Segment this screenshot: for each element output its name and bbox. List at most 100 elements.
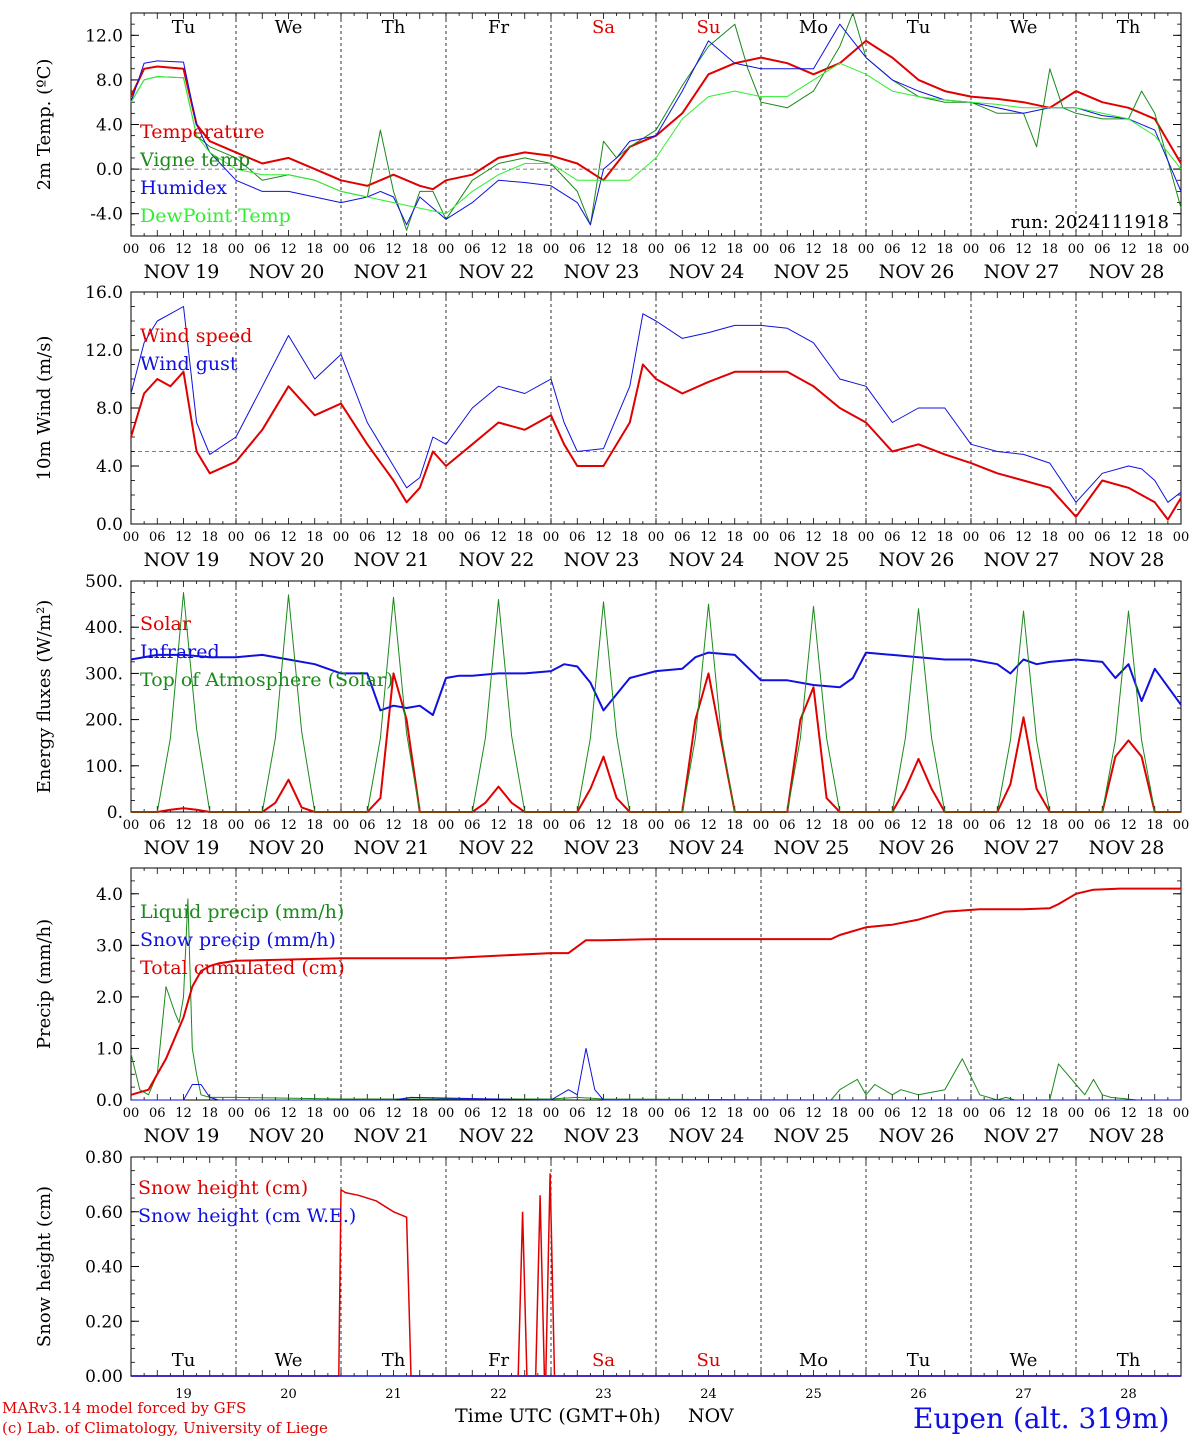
hour-tick-label: 06: [674, 1106, 691, 1121]
hour-tick-label: 00: [228, 818, 245, 833]
hour-tick-label: 12: [595, 530, 612, 545]
hour-tick-label: 12: [280, 530, 297, 545]
hour-tick-label: 00: [753, 242, 770, 257]
hour-tick-label: 00: [1068, 530, 1085, 545]
hour-tick-label: 06: [149, 530, 166, 545]
hour-tick-label: 18: [201, 530, 218, 545]
hour-tick-label: 00: [858, 530, 875, 545]
hour-tick-label: 18: [621, 242, 638, 257]
plot-frame: [130, 12, 1182, 237]
date-label: NOV 26: [879, 261, 955, 283]
hour-tick-label: 12: [1120, 818, 1137, 833]
date-label: NOV 22: [459, 549, 535, 571]
date-label: NOV 20: [249, 549, 325, 571]
date-label: NOV 25: [774, 1125, 850, 1147]
date-label: NOV 21: [354, 261, 430, 283]
hour-tick-label: 18: [516, 530, 533, 545]
hour-tick-label: 06: [569, 1106, 586, 1121]
day-label: Fr: [488, 1350, 509, 1371]
hour-tick-label: 00: [1173, 242, 1190, 257]
y-tick-label: 400.: [85, 618, 123, 638]
y-tick-label: 16.0: [85, 283, 123, 303]
date-label: NOV 24: [669, 261, 745, 283]
date-label: NOV 27: [984, 261, 1060, 283]
hour-tick-label: 00: [858, 1106, 875, 1121]
hour-tick-label: 12: [700, 1106, 717, 1121]
day-label: Tu: [172, 17, 196, 38]
day-label: Tu: [172, 1350, 196, 1371]
day-label: We: [275, 17, 303, 38]
hour-tick-label: 06: [569, 818, 586, 833]
hour-tick-label: 06: [674, 530, 691, 545]
legend-entry: Snow height (cm W.E.): [138, 1205, 356, 1227]
hour-tick-label: 18: [306, 530, 323, 545]
y-tick-label: 12.0: [85, 341, 123, 361]
snow-spike: [545, 1173, 556, 1377]
date-label: NOV 20: [249, 837, 325, 859]
y-tick-label: 300.: [85, 664, 123, 684]
hour-tick-label: 18: [1041, 818, 1058, 833]
day-number-label: 23: [595, 1387, 612, 1402]
day-number-label: 25: [805, 1387, 822, 1402]
hour-tick-label: 00: [543, 242, 560, 257]
date-label: NOV 20: [249, 261, 325, 283]
y-axis-label: Energy fluxes (W/m²): [34, 600, 55, 794]
hour-tick-label: 06: [779, 818, 796, 833]
snow-spike: [534, 1195, 546, 1377]
day-label: We: [1010, 1350, 1038, 1371]
hour-tick-label: 06: [779, 1106, 796, 1121]
hour-tick-label: 18: [1041, 530, 1058, 545]
series-line: [131, 592, 1181, 813]
y-tick-label: 4.0: [96, 116, 123, 136]
y-tick-label: 0.60: [85, 1203, 123, 1223]
hour-tick-label: 18: [411, 1106, 428, 1121]
date-label: NOV 27: [984, 1125, 1060, 1147]
hour-tick-label: 18: [516, 818, 533, 833]
hour-tick-label: 12: [1120, 530, 1137, 545]
date-label: NOV 28: [1089, 261, 1165, 283]
date-label: NOV 19: [144, 1125, 220, 1147]
date-label: NOV 22: [459, 261, 535, 283]
hour-tick-label: 06: [989, 818, 1006, 833]
hour-tick-label: 12: [385, 530, 402, 545]
y-tick-label: 3.0: [96, 936, 123, 956]
day-number-label: 28: [1120, 1387, 1137, 1402]
month-label: NOV: [688, 1405, 734, 1427]
hour-tick-label: 12: [1015, 242, 1032, 257]
hour-tick-label: 06: [884, 818, 901, 833]
hour-tick-label: 06: [674, 242, 691, 257]
day-label: Th: [1117, 1350, 1141, 1371]
hour-tick-label: 00: [333, 1106, 350, 1121]
hour-tick-label: 18: [831, 530, 848, 545]
hour-tick-label: 12: [910, 242, 927, 257]
hour-tick-label: 18: [201, 818, 218, 833]
hour-tick-label: 00: [123, 818, 140, 833]
run-label: run: 2024111918: [1011, 212, 1169, 233]
hour-tick-label: 00: [1068, 818, 1085, 833]
hour-tick-label: 18: [1041, 242, 1058, 257]
hour-tick-label: 12: [700, 242, 717, 257]
hour-tick-label: 06: [254, 530, 271, 545]
hour-tick-label: 00: [753, 1106, 770, 1121]
hour-tick-label: 06: [1094, 530, 1111, 545]
y-tick-label: 4.0: [96, 885, 123, 905]
legend-entry: DewPoint Temp: [140, 205, 291, 227]
y-tick-label: 0.00: [85, 1367, 123, 1387]
hour-tick-label: 12: [385, 818, 402, 833]
day-number-label: 19: [175, 1387, 192, 1402]
date-label: NOV 21: [354, 549, 430, 571]
y-tick-label: 0.20: [85, 1312, 123, 1332]
date-label: NOV 25: [774, 261, 850, 283]
hour-tick-label: 18: [411, 530, 428, 545]
hour-tick-label: 06: [254, 242, 271, 257]
date-label: NOV 24: [669, 549, 745, 571]
hour-tick-label: 12: [1120, 1106, 1137, 1121]
date-label: NOV 27: [984, 549, 1060, 571]
hour-tick-label: 00: [1173, 530, 1190, 545]
legend-entry: Total cumulated (cm): [140, 957, 345, 979]
hour-tick-label: 06: [464, 242, 481, 257]
hour-tick-label: 06: [464, 1106, 481, 1121]
hour-tick-label: 00: [228, 530, 245, 545]
hour-tick-label: 00: [648, 1106, 665, 1121]
date-label: NOV 25: [774, 837, 850, 859]
